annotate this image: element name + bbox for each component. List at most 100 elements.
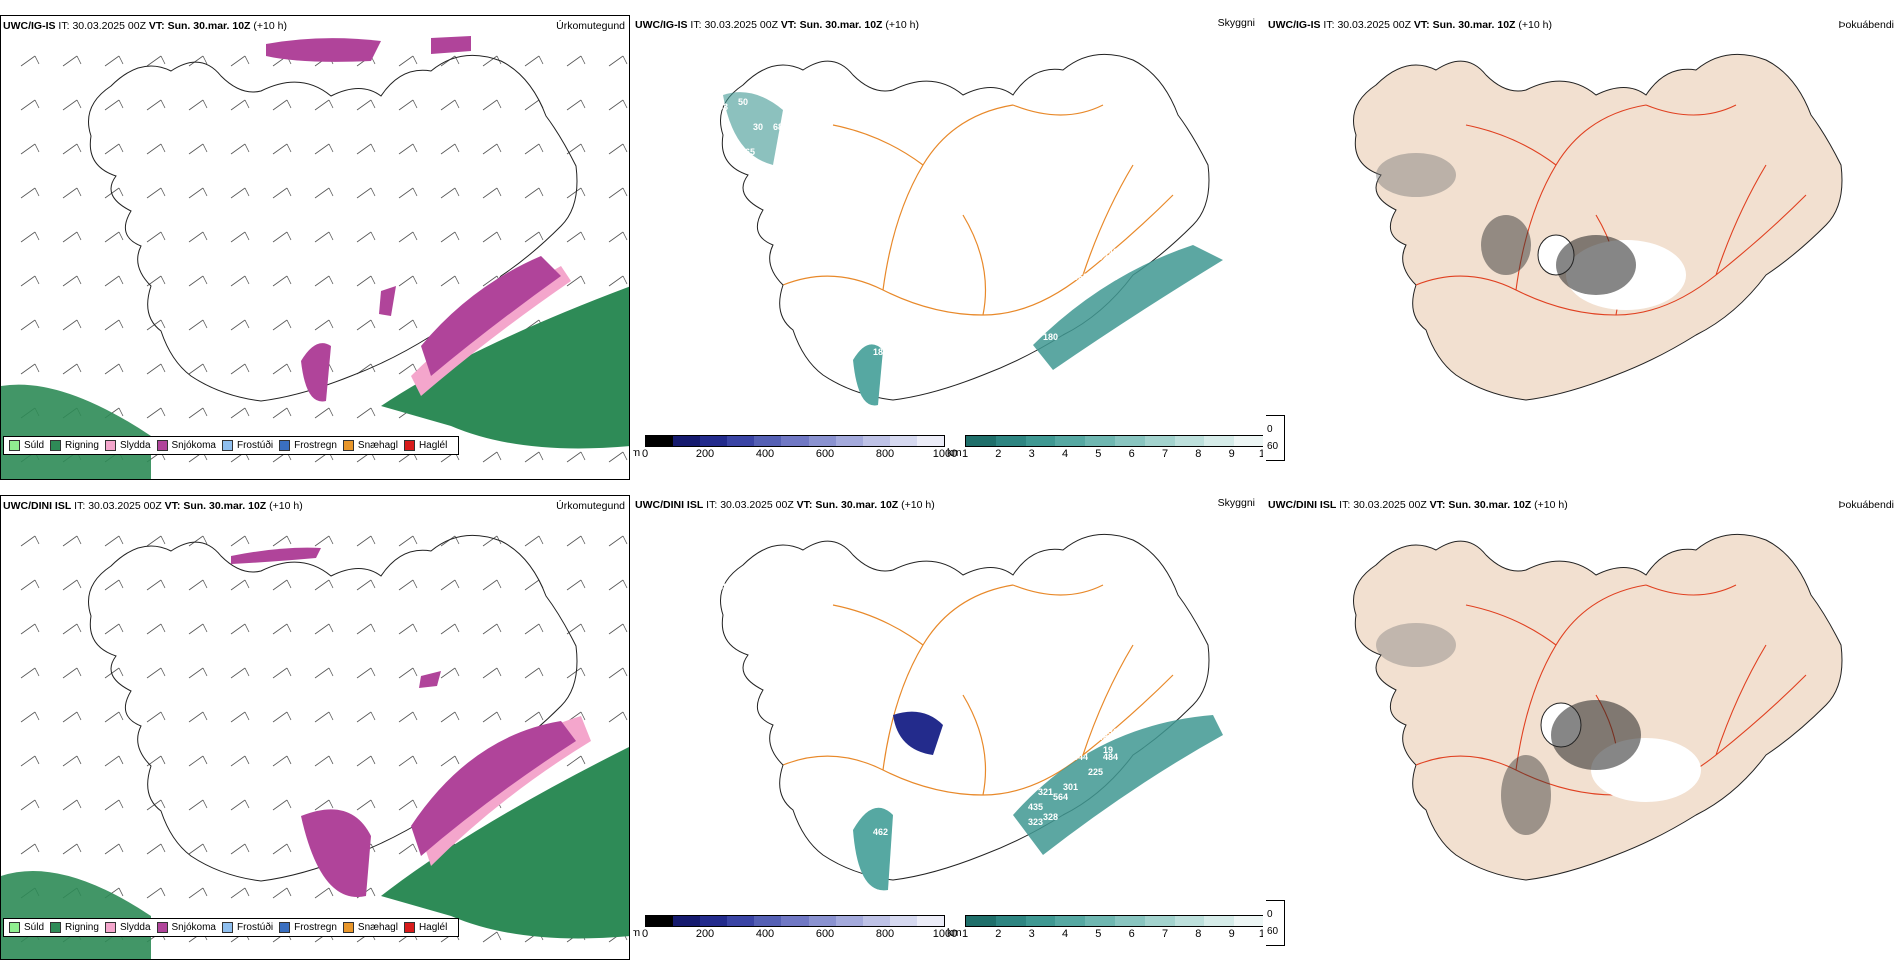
fog-panel-row2: UWC/DINI ISL IT: 30.03.2025 00Z VT: Sun.… <box>1266 495 1896 960</box>
visibility-value-label: 50 <box>738 97 748 107</box>
wind-barb-tick <box>34 667 40 677</box>
colorbar-tick-label: 9 <box>1228 448 1235 460</box>
legend-label: Snæhagl <box>357 440 398 451</box>
wind-barb-tick <box>370 407 376 417</box>
wind-barb-tick <box>34 799 40 809</box>
wind-barb <box>20 363 36 375</box>
wind-barb-tick <box>202 887 208 897</box>
wind-barb <box>62 363 78 375</box>
wind-barb-tick <box>34 535 40 545</box>
precip-type-panel-row1: UWC/IG-IS IT: 30.03.2025 00Z VT: Sun. 30… <box>0 15 630 480</box>
legend-label: Snjókoma <box>171 922 216 933</box>
wind-barb-tick <box>328 99 334 109</box>
panel-name: Úrkomutegund <box>556 20 625 32</box>
wind-barb-tick <box>118 579 124 589</box>
wind-barb-tick <box>160 755 166 765</box>
wind-barb <box>440 579 456 591</box>
legend-label: Haglél <box>418 922 448 933</box>
wind-barb <box>524 143 540 155</box>
wind-barb-tick <box>244 843 250 853</box>
wind-barb-tick <box>34 319 40 329</box>
wind-barb <box>230 667 246 679</box>
wind-barb <box>524 231 540 243</box>
wind-barb <box>482 187 498 199</box>
colorbar-cell <box>889 916 917 926</box>
wind-barb <box>356 711 372 723</box>
wind-barb <box>482 55 498 67</box>
wind-barb-tick <box>244 231 250 241</box>
colorbar-cell <box>995 436 1026 446</box>
wind-barb-tick <box>412 231 418 241</box>
legend-item: Súld <box>9 440 44 451</box>
wind-barb <box>524 535 540 547</box>
colorbar-cell <box>646 436 674 446</box>
wind-barb-tick <box>328 143 334 153</box>
visibility-value-label: 102 <box>788 232 803 242</box>
wind-barb <box>566 187 582 199</box>
wind-barb-tick <box>244 799 250 809</box>
visibility-value-label: 341 <box>1013 277 1028 287</box>
wind-barb-tick <box>244 363 250 373</box>
wind-barb <box>272 99 288 111</box>
wind-barb-tick <box>370 887 376 897</box>
wind-barb <box>566 451 582 463</box>
wind-barb <box>20 623 36 635</box>
colorbar-cell <box>1085 916 1115 926</box>
wind-barb-tick <box>412 799 418 809</box>
wind-barb-tick <box>412 843 418 853</box>
wind-barb-tick <box>538 623 544 633</box>
wind-barb <box>356 535 372 547</box>
wind-barb <box>146 231 162 243</box>
wind-barb-tick <box>370 535 376 545</box>
wind-barb <box>440 187 456 199</box>
wind-barb-tick <box>202 231 208 241</box>
wind-barb-tick <box>370 799 376 809</box>
wind-barb-tick <box>160 667 166 677</box>
wind-barb-tick <box>538 535 544 545</box>
legend-swatch <box>104 440 116 451</box>
wind-barb-tick <box>244 667 250 677</box>
wind-barb <box>104 579 120 591</box>
wind-barb <box>356 187 372 199</box>
wind-barb <box>104 535 120 547</box>
wind-barb-tick <box>580 143 586 153</box>
legend-items: Súld Rigning Slydda Snjókoma Frostúði Frostre… <box>9 922 453 933</box>
wind-barb-tick <box>328 799 334 809</box>
wind-barb <box>188 579 204 591</box>
wind-barb <box>398 843 414 855</box>
wind-barb <box>188 231 204 243</box>
wind-barb <box>146 187 162 199</box>
wind-barb <box>272 711 288 723</box>
visibility-value-label: 225 <box>1088 767 1103 777</box>
visibility-panel-row2: UWC/DINI ISL IT: 30.03.2025 00Z VT: Sun.… <box>633 495 1263 960</box>
wind-barb <box>608 451 624 463</box>
wind-barb-tick <box>370 187 376 197</box>
wind-barb <box>188 843 204 855</box>
wind-barb <box>398 319 414 331</box>
colorbar-tick-label: 200 <box>695 928 715 940</box>
altitude-colorbar-strip <box>645 915 945 927</box>
wind-barb <box>482 535 498 547</box>
visibility-value-label: 58 <box>718 582 728 592</box>
colorbar-tick-label: 4 <box>1061 928 1069 940</box>
wind-barb-tick <box>328 275 334 285</box>
wind-barb <box>230 579 246 591</box>
wind-barb-tick <box>538 667 544 677</box>
wind-barb-tick <box>370 231 376 241</box>
fog-key-label: 0 <box>1267 909 1273 920</box>
wind-barb-tick <box>328 187 334 197</box>
visibility-colorbar-ticks: 1 2 3 4 5 6 7 8 9 10 <box>961 927 1263 940</box>
wind-barb <box>524 579 540 591</box>
panel-name: Þokuábendi <box>1838 19 1894 31</box>
wind-barb <box>20 319 36 331</box>
wind-barb-tick <box>160 55 166 65</box>
wind-barb-tick <box>496 667 502 677</box>
wind-barb-tick <box>118 363 124 373</box>
wind-barb-tick <box>118 275 124 285</box>
colorbar-tick-label: 1 <box>961 928 969 940</box>
wind-barb <box>272 623 288 635</box>
wind-barb-tick <box>34 99 40 109</box>
wind-barb-tick <box>160 843 166 853</box>
visibility-value-label: 93 <box>1013 757 1023 767</box>
